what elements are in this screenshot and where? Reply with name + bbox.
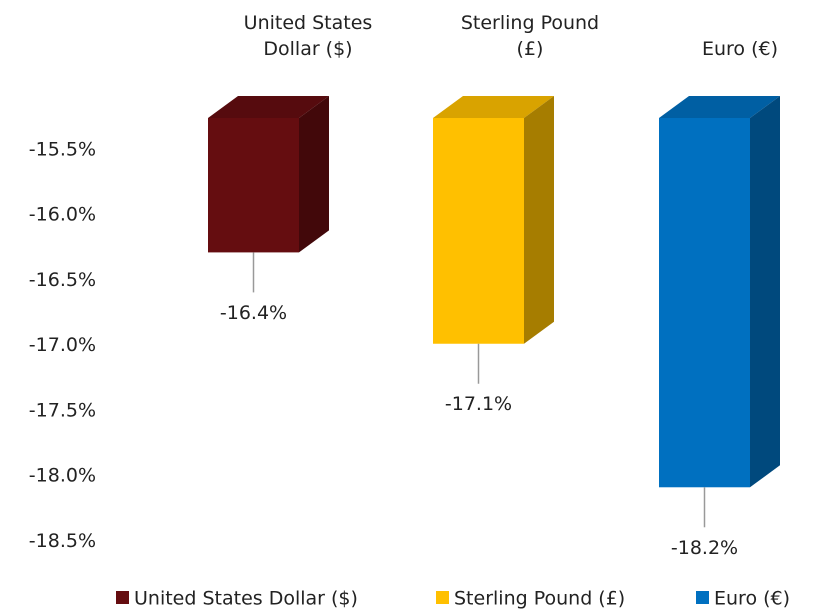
bar bbox=[208, 118, 299, 253]
category-label: United States Dollar ($) bbox=[243, 12, 373, 60]
bar-top bbox=[659, 96, 780, 118]
bar-side bbox=[750, 96, 780, 488]
y-tick-label: -18.5% bbox=[29, 530, 96, 552]
legend-label: United States Dollar ($) bbox=[134, 588, 358, 610]
y-tick-label: -18.0% bbox=[29, 465, 96, 487]
legend-label: Sterling Pound (£) bbox=[454, 588, 625, 610]
y-tick-label: -16.5% bbox=[29, 269, 96, 291]
y-tick-label: -15.5% bbox=[29, 138, 96, 160]
data-label: -17.1% bbox=[445, 393, 512, 415]
data-label: -18.2% bbox=[671, 537, 738, 559]
bar-top bbox=[433, 96, 554, 118]
y-tick-label: -16.0% bbox=[29, 204, 96, 226]
legend-swatch bbox=[436, 591, 449, 604]
bar-side bbox=[524, 96, 554, 344]
category-label: Sterling Pound (£) bbox=[460, 12, 600, 60]
legend-swatch bbox=[696, 591, 709, 604]
category-label: Euro (€) bbox=[701, 38, 779, 60]
y-tick-label: -17.5% bbox=[29, 399, 96, 421]
legend-swatch bbox=[116, 591, 129, 604]
bar-side bbox=[299, 96, 329, 253]
bar bbox=[433, 118, 524, 344]
data-label: -16.4% bbox=[220, 302, 287, 324]
bar-top bbox=[208, 96, 329, 118]
y-tick-label: -17.0% bbox=[29, 334, 96, 356]
legend-label: Euro (€) bbox=[714, 588, 790, 610]
bar bbox=[659, 118, 750, 488]
